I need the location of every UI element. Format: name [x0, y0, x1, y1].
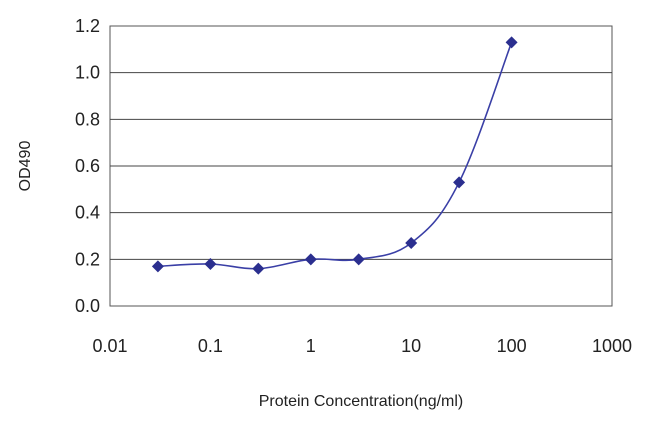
data-point	[453, 176, 466, 189]
data-point	[505, 36, 518, 49]
series-points	[151, 36, 518, 275]
y-tick-label: 0.4	[75, 203, 100, 223]
y-tick-label: 0.6	[75, 156, 100, 176]
x-tick-labels: 0.01 0.1 1 10 100 1000	[92, 336, 632, 356]
y-tick-label: 1.0	[75, 63, 100, 83]
data-point	[204, 258, 217, 270]
y-tick-label: 0.2	[75, 249, 100, 269]
x-tick-label: 0.01	[92, 336, 127, 356]
y-tick-labels: 0.0 0.2 0.4 0.6 0.8 1.0 1.2	[75, 16, 100, 316]
y-tick-label: 0.8	[75, 109, 100, 129]
x-tick-label: 0.1	[198, 336, 223, 356]
y-tick-label: 1.2	[75, 16, 100, 36]
x-tick-label: 1	[306, 336, 316, 356]
data-point	[352, 253, 365, 266]
gridlines	[110, 72, 612, 260]
x-tick-label: 1000	[592, 336, 632, 356]
data-point	[151, 260, 164, 273]
x-axis-title: Protein Concentration(ng/ml)	[259, 393, 464, 410]
data-point	[405, 237, 418, 249]
data-point	[252, 262, 265, 275]
x-tick-label: 100	[497, 336, 527, 356]
y-axis-title: OD490	[17, 141, 34, 192]
y-tick-label: 0.0	[75, 296, 100, 316]
series-line	[157, 42, 513, 270]
x-tick-label: 10	[401, 336, 421, 356]
data-point	[304, 253, 317, 266]
